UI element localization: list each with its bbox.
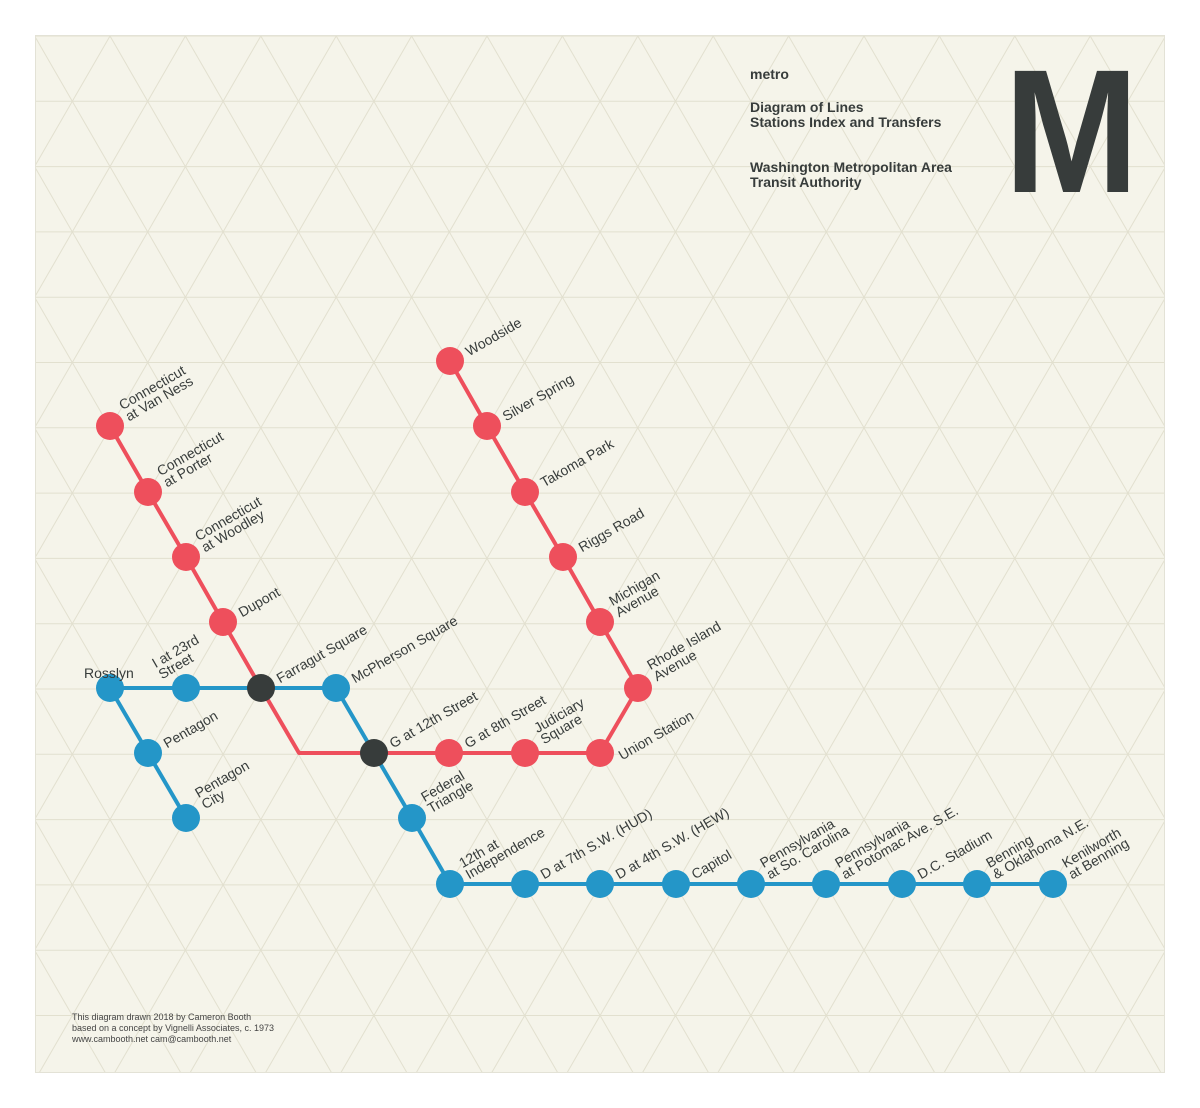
station-dot-kenilworth[interactable] <box>1039 870 1067 898</box>
station-dot-federal[interactable] <box>398 804 426 832</box>
station-dot-d4[interactable] <box>586 870 614 898</box>
station-dot-porter[interactable] <box>134 478 162 506</box>
station-dot-capitol[interactable] <box>662 870 690 898</box>
station-dot-van-ness[interactable] <box>96 412 124 440</box>
station-label-rhode: Rhode IslandAvenue <box>644 618 730 684</box>
credit-line-1: This diagram drawn 2018 by Cameron Booth <box>72 1012 252 1022</box>
station-dot-penn-sc[interactable] <box>737 870 765 898</box>
station-label-twelfth: 12th atIndependence <box>456 812 548 882</box>
station-dot-michigan[interactable] <box>586 608 614 636</box>
station-label-rosslyn: Rosslyn <box>84 665 134 681</box>
station-dot-union[interactable] <box>586 739 614 767</box>
station-label-michigan: MichiganAvenue <box>606 567 669 620</box>
map-poster: metro Diagram of Lines Stations Index an… <box>35 35 1165 1073</box>
station-label-i23: I at 23rdStreet <box>149 631 208 682</box>
station-dot-penn-pot[interactable] <box>812 870 840 898</box>
station-dot-twelfth[interactable] <box>436 870 464 898</box>
authority-name: Washington Metropolitan Area Transit Aut… <box>750 159 952 190</box>
diagram-subtitle: Diagram of Lines Stations Index and Tran… <box>750 99 942 130</box>
station-label-dupont: Dupont <box>236 584 283 620</box>
station-dot-stadium[interactable] <box>888 870 916 898</box>
routes-layer <box>108 360 1053 886</box>
station-dot-rosslyn[interactable] <box>96 674 124 702</box>
station-dot-judiciary[interactable] <box>511 739 539 767</box>
station-dot-mcpherson[interactable] <box>322 674 350 702</box>
station-label-pentagon-city: PentagonCity <box>192 757 258 812</box>
station-label-woodside: Woodside <box>463 314 525 359</box>
credit-line-3: www.cambooth.net cam@cambooth.net <box>72 1034 232 1044</box>
station-dot-i23[interactable] <box>172 674 200 702</box>
station-label-mcpherson: McPherson Square <box>349 612 461 686</box>
station-label-pentagon: Pentagon <box>161 707 221 751</box>
station-label-silver: Silver Spring <box>500 371 577 425</box>
brand-text: metro <box>750 66 789 82</box>
station-label-federal: FederalTriangle <box>418 766 476 816</box>
station-dot-rhode[interactable] <box>624 674 652 702</box>
station-label-porter: Connecticutat Porter <box>154 428 233 490</box>
station-dot-takoma[interactable] <box>511 478 539 506</box>
station-label-woodley: Connecticutat Woodley <box>192 493 271 555</box>
credits: This diagram drawn 2018 by Cameron Booth… <box>72 1012 274 1045</box>
metro-logo: M <box>1004 35 1139 230</box>
station-dot-pentagon-city[interactable] <box>172 804 200 832</box>
station-label-capitol: Capitol <box>689 846 735 882</box>
station-dot-farragut[interactable] <box>247 674 275 702</box>
station-dot-woodley[interactable] <box>172 543 200 571</box>
station-dot-riggs[interactable] <box>549 543 577 571</box>
station-dot-silver[interactable] <box>473 412 501 440</box>
credit-line-2: based on a concept by Vignelli Associate… <box>72 1023 274 1033</box>
red-line-route <box>108 360 640 755</box>
station-dot-pentagon[interactable] <box>134 739 162 767</box>
station-label-riggs: Riggs Road <box>576 505 647 555</box>
station-label-takoma: Takoma Park <box>538 435 618 490</box>
station-dot-g8[interactable] <box>435 739 463 767</box>
station-dot-woodside[interactable] <box>436 347 464 375</box>
station-label-van-ness: Connecticutat Van Ness <box>116 361 196 424</box>
station-label-union: Union Station <box>616 707 697 763</box>
station-dot-g12[interactable] <box>360 739 388 767</box>
station-dot-dupont[interactable] <box>209 608 237 636</box>
station-label-penn-sc: Pennsylvaniaat So. Carolina <box>757 811 852 883</box>
station-dot-benning[interactable] <box>963 870 991 898</box>
station-dot-d7[interactable] <box>511 870 539 898</box>
